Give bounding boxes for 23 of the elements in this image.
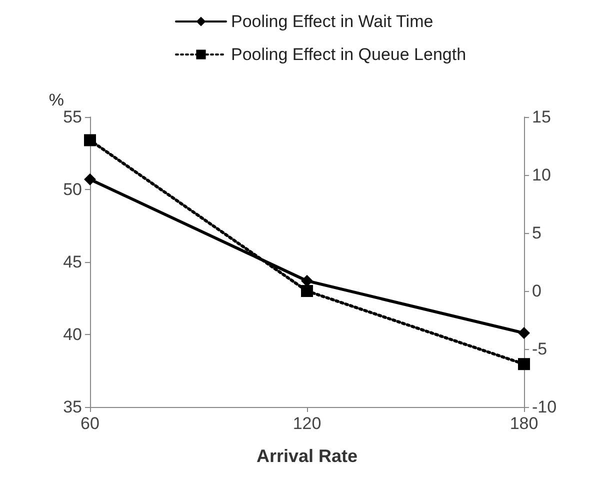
y-tick-label: 50 (63, 180, 82, 199)
y-tick-label: 35 (63, 398, 82, 416)
y-axis-title: % (48, 90, 64, 110)
y-tick-label: 45 (63, 252, 82, 272)
y2-tick-label: -5 (532, 340, 548, 358)
x-tick-label: 180 (510, 414, 538, 433)
x-axis-title: Arrival Rate (256, 446, 358, 466)
y-tick-label: 55 (63, 108, 82, 126)
x-tick-label: 60 (80, 414, 100, 433)
y2-tick-label: 5 (532, 224, 542, 242)
point (518, 358, 530, 370)
legend-label: Pooling Effect in Wait Time (231, 12, 434, 31)
point (84, 173, 96, 186)
x-tick-label: 120 (292, 414, 322, 433)
point (301, 285, 313, 297)
y-tick-label: 40 (63, 325, 82, 344)
legend-label: Pooling Effect in Queue Length (231, 45, 466, 64)
y2-tick-label: 15 (532, 108, 551, 126)
point (518, 327, 530, 340)
y2-tick-label: 0 (532, 282, 542, 300)
y2-tick-label: 10 (532, 166, 551, 184)
point (84, 134, 96, 146)
y2-tick-label: -10 (532, 398, 557, 416)
